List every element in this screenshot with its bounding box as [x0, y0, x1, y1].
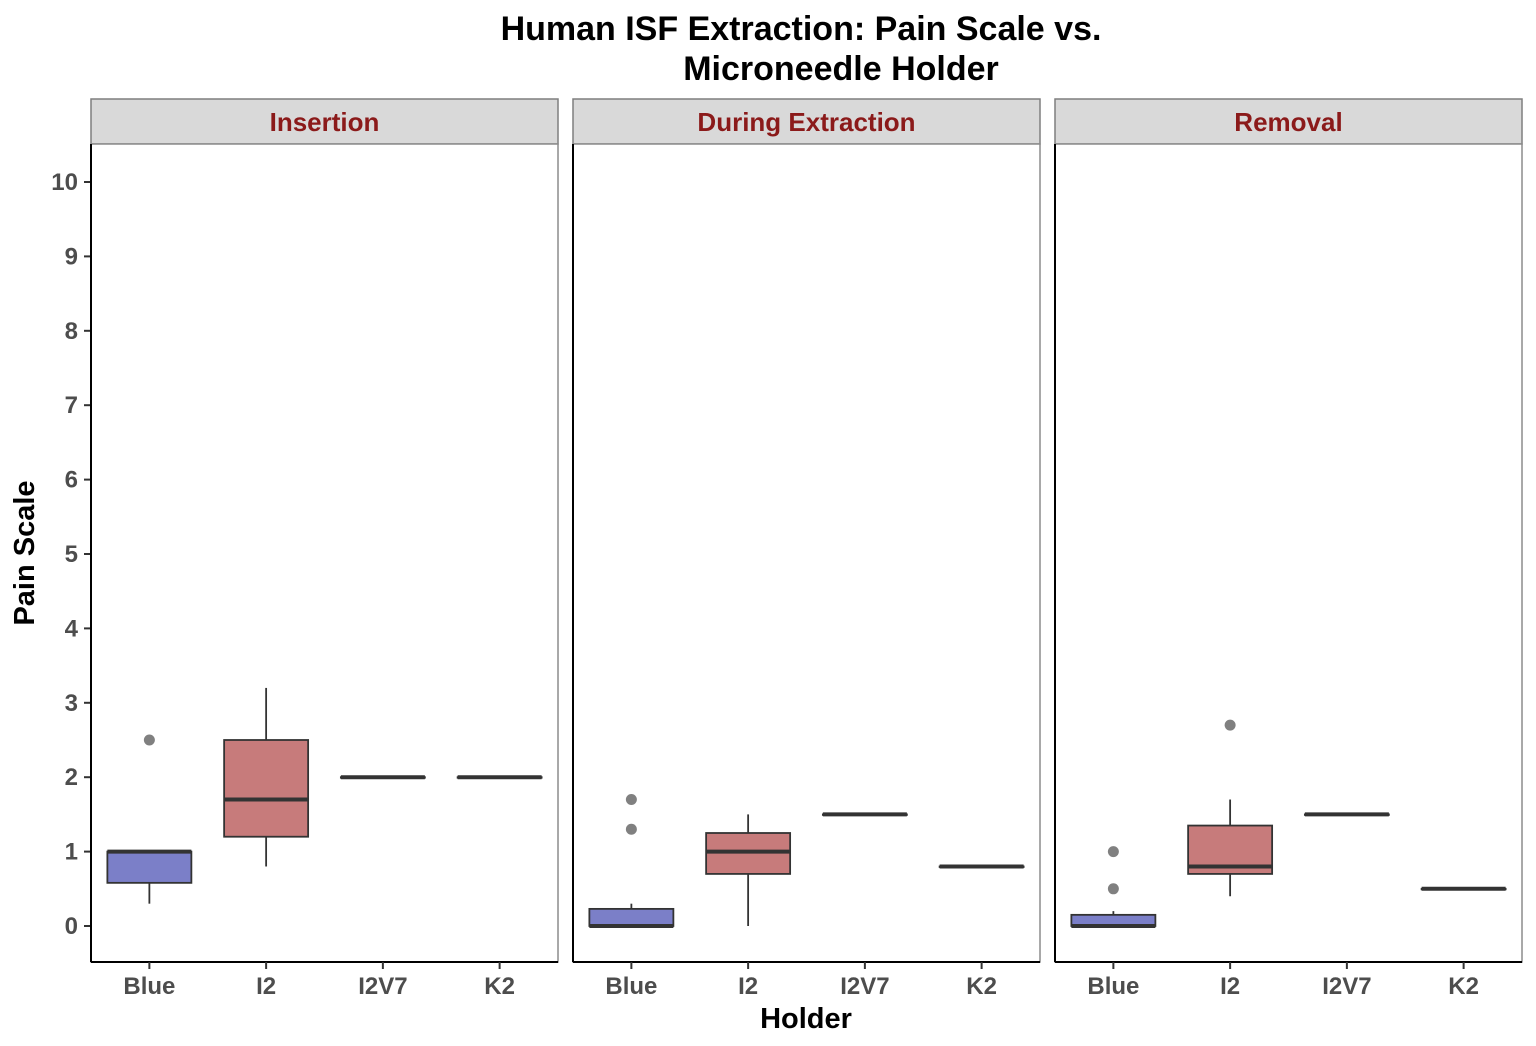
x-tick-label: I2 [1220, 973, 1240, 1000]
box-k2 [456, 775, 543, 780]
x-tick-label: I2V7 [358, 973, 407, 1000]
chart-title-line-2: Microneedle Holder [683, 50, 999, 88]
x-tick-label: I2 [256, 973, 276, 1000]
y-tick-label: 5 [65, 541, 78, 568]
facet-strip-label: During Extraction [697, 107, 915, 137]
y-axis-title: Pain Scale [9, 480, 41, 625]
x-tick-label: Blue [605, 973, 657, 1000]
y-tick-label: 8 [65, 318, 78, 345]
chart-title-line-1: Human ISF Extraction: Pain Scale vs. [501, 10, 1102, 48]
outlier-point [625, 794, 637, 806]
y-tick-label: 2 [65, 764, 78, 791]
box-i2v7 [821, 812, 908, 817]
y-tick-label: 3 [65, 690, 78, 717]
outlier-point [143, 734, 155, 746]
facet-panel-insertion: Insertion Blue I2 I2V7 K2 [90, 98, 559, 1000]
box-i2 [1187, 719, 1274, 897]
facet-panel-removal: Removal Blue I2 I2V7 K2 [1054, 98, 1523, 1000]
y-tick-label: 4 [65, 615, 79, 642]
box-body [588, 907, 675, 927]
outlier-point [1107, 883, 1119, 895]
outlier-point [1224, 719, 1236, 731]
box-i2v7 [339, 775, 426, 780]
box-blue [588, 794, 675, 928]
facet-panel-during-extraction: During Extraction Blue I2 I2V7 K2 [572, 98, 1041, 1000]
y-tick-label: 1 [65, 839, 78, 866]
x-tick-label: Blue [123, 973, 175, 1000]
panel-background [90, 143, 559, 963]
y-tick-label: 7 [65, 392, 78, 419]
panel-background [572, 143, 1041, 963]
facet-panels: Insertion Blue I2 I2V7 K2 During Extraction Bl… [90, 98, 1523, 1000]
outlier-point [1107, 846, 1119, 858]
y-tick-label: 6 [65, 467, 78, 494]
facet-strip [1054, 98, 1523, 145]
box-k2 [1420, 886, 1507, 891]
box-body [106, 850, 193, 884]
y-axis: 0 1 2 3 4 5 6 7 8 9 10 [51, 144, 92, 962]
box-blue [106, 734, 193, 904]
y-tick-label: 10 [51, 169, 78, 196]
box-body [223, 739, 310, 838]
box-k2 [938, 864, 1025, 869]
x-tick-label: K2 [1448, 973, 1479, 1000]
x-axis-title: Holder [760, 1003, 852, 1035]
box-i2 [223, 687, 310, 867]
facet-strip-label: Removal [1234, 107, 1342, 137]
x-tick-label: I2 [738, 973, 758, 1000]
x-tick-label: I2V7 [1322, 973, 1371, 1000]
y-tick-label: 9 [65, 243, 78, 270]
facet-strip [572, 98, 1041, 145]
outlier-point [625, 823, 637, 835]
x-tick-label: I2V7 [840, 973, 889, 1000]
box-i2v7 [1303, 812, 1390, 817]
x-tick-label: K2 [484, 973, 515, 1000]
facet-strip [90, 98, 559, 145]
x-tick-label: Blue [1087, 973, 1139, 1000]
box-blue [1070, 846, 1157, 928]
y-tick-label: 0 [65, 913, 78, 940]
box-i2 [705, 814, 792, 926]
panel-background [1054, 143, 1523, 963]
x-tick-label: K2 [966, 973, 997, 1000]
facet-strip-label: Insertion [270, 107, 380, 137]
